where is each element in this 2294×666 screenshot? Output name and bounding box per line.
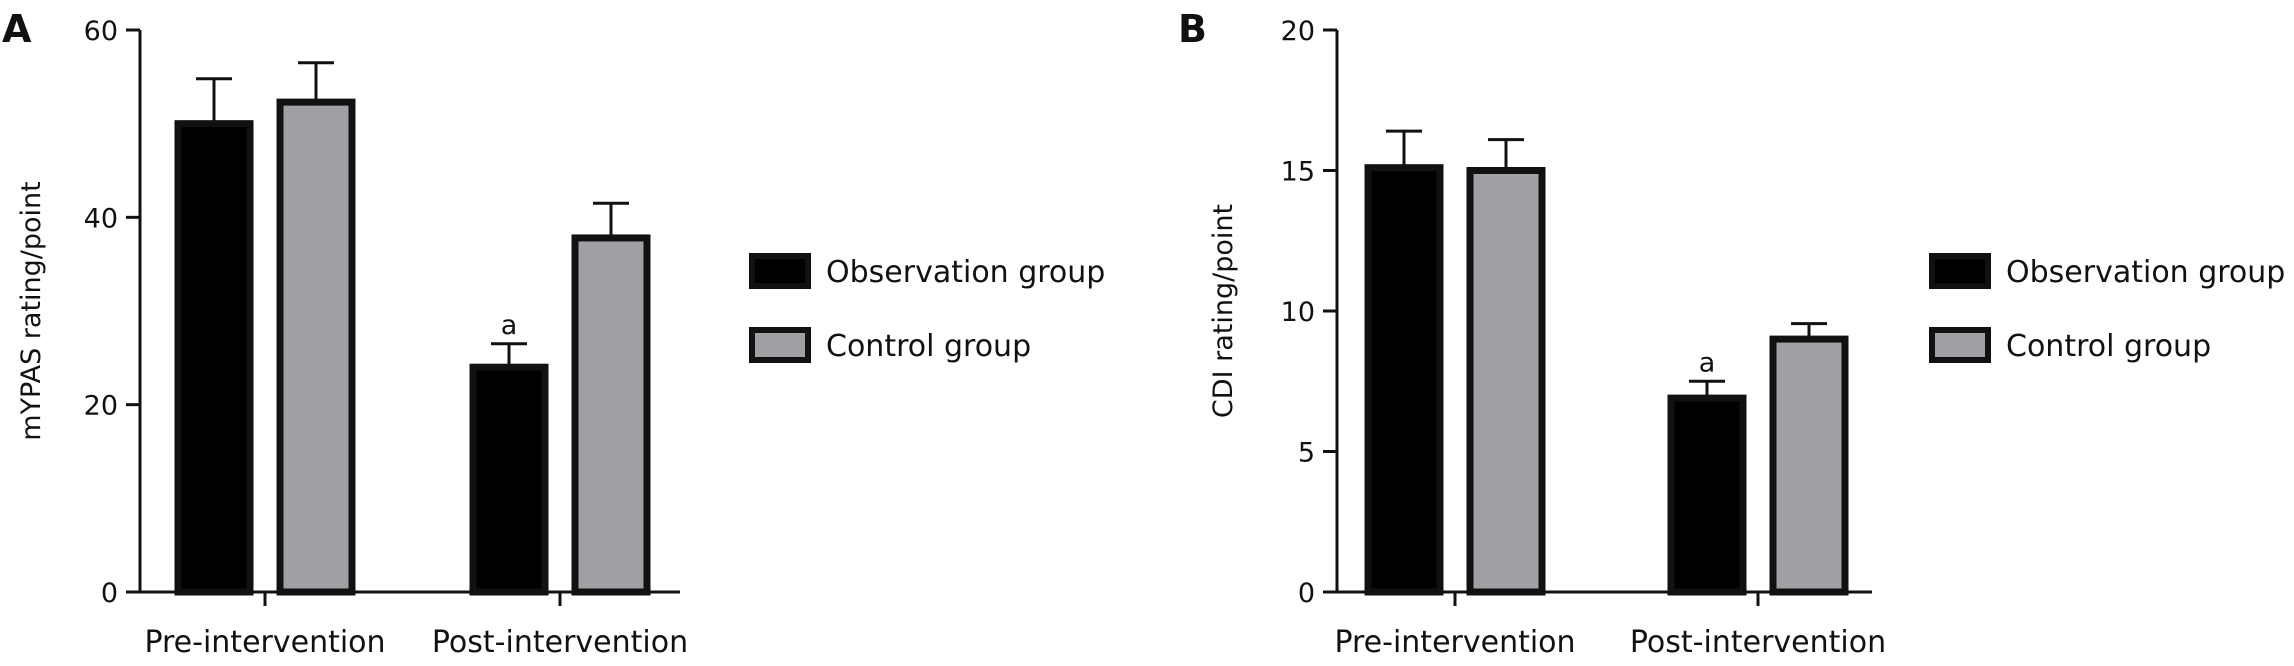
y-axis-label: CDI rating/point (1208, 204, 1239, 418)
bar (1667, 394, 1747, 596)
y-tick-label: 15 (1281, 157, 1315, 188)
y-axis-label: mYPAS rating/point (16, 181, 47, 440)
legend-entry: Observation group (2006, 255, 2285, 290)
bar (571, 234, 651, 596)
legend-swatch (749, 253, 811, 289)
chart-panel-b: B CDI rating/point 0 5 10 15 20 Pre-interventio… (1178, 7, 2285, 660)
legend-swatch (1929, 253, 1991, 289)
y-tick-label: 5 (1298, 438, 1315, 469)
bar (1769, 335, 1849, 596)
x-tick-label: Post-intervention (1630, 625, 1886, 660)
legend-swatch (1929, 327, 1991, 363)
x-tick-label: Pre-intervention (1334, 625, 1575, 660)
legend-entry: Control group (2006, 329, 2211, 364)
significance-label: a (501, 310, 518, 341)
x-tick-label: Post-intervention (432, 625, 688, 660)
y-tick-label: 60 (84, 16, 118, 47)
y-tick-label: 40 (84, 203, 118, 234)
y-tick-label: 20 (1281, 16, 1315, 47)
y-tick-label: 0 (1298, 578, 1315, 609)
y-tick-label: 20 (84, 391, 118, 422)
legend-swatch (749, 327, 811, 363)
bar (469, 363, 549, 596)
y-tick-label: 0 (101, 578, 118, 609)
bar (276, 98, 356, 596)
bar (174, 120, 254, 596)
panel-label: B (1178, 7, 1207, 51)
legend-entry: Observation group (826, 255, 1105, 290)
significance-label: a (1699, 347, 1716, 378)
panel-label: A (2, 7, 32, 51)
bar (1466, 167, 1546, 596)
legend-entry: Control group (826, 329, 1031, 364)
y-tick-label: 10 (1281, 297, 1315, 328)
x-tick-label: Pre-intervention (144, 625, 385, 660)
bar (1364, 164, 1444, 596)
